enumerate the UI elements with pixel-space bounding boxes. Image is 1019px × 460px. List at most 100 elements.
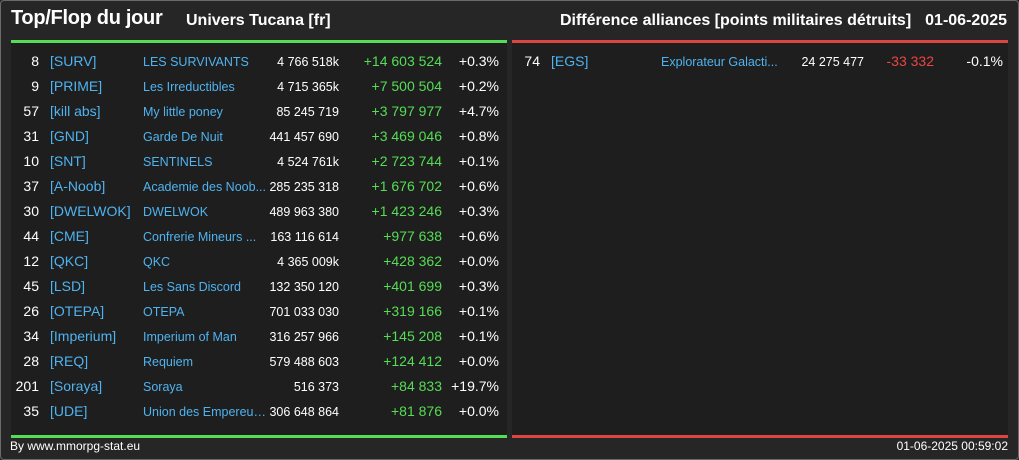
- rank-cell: 45: [23, 278, 39, 294]
- alliance-tag-link[interactable]: [SNT]: [50, 153, 86, 169]
- rank-cell: 28: [23, 353, 39, 369]
- points-cell: 441 457 690: [269, 130, 339, 144]
- table-row: 8 [SURV] LES SURVIVANTS 4 766 518k +14 6…: [11, 49, 507, 74]
- points-cell: 4 365 009k: [277, 255, 339, 269]
- alliance-name-link[interactable]: SENTINELS: [143, 155, 213, 169]
- alliance-tag-link[interactable]: [GND]: [50, 128, 89, 144]
- alliance-name-link[interactable]: Confrerie Mineurs ...: [143, 230, 257, 244]
- rank-cell: 74: [524, 53, 540, 69]
- alliance-tag-link[interactable]: [kill abs]: [50, 103, 101, 119]
- table-row: 31 [GND] Garde De Nuit 441 457 690 +3 46…: [11, 124, 507, 149]
- pct-cell: +0.6%: [458, 228, 499, 244]
- alliance-name-link[interactable]: QKC: [143, 255, 171, 269]
- rank-cell: 37: [23, 178, 39, 194]
- rank-cell: 44: [23, 228, 39, 244]
- points-cell: 132 350 120: [269, 280, 339, 294]
- alliance-name-link[interactable]: DWELWOK: [143, 205, 209, 219]
- rank-cell: 31: [23, 128, 39, 144]
- points-cell: 24 275 477: [801, 55, 864, 69]
- table-row: 30 [DWELWOK] DWELWOK 489 963 380 +1 423 …: [11, 199, 507, 224]
- alliance-tag-link[interactable]: [LSD]: [50, 278, 86, 294]
- alliance-tag-link[interactable]: [CME]: [50, 228, 89, 244]
- alliance-tag-link[interactable]: [REQ]: [50, 353, 89, 369]
- rank-cell: 10: [23, 153, 39, 169]
- alliance-tag-link[interactable]: [QKC]: [50, 253, 89, 269]
- points-cell: 306 648 864: [269, 405, 339, 419]
- header-date: 01-06-2025: [925, 12, 1007, 29]
- diff-cell: +145 208: [383, 328, 442, 344]
- pct-cell: +0.1%: [458, 328, 499, 344]
- pct-cell: +0.1%: [458, 153, 499, 169]
- alliance-name-link[interactable]: LES SURVIVANTS: [143, 55, 249, 69]
- diff-cell: +1 676 702: [371, 178, 442, 194]
- rank-cell: 30: [23, 203, 39, 219]
- pct-cell: +4.7%: [458, 103, 499, 119]
- points-cell: 516 373: [293, 380, 339, 394]
- flop-panel: 74 [EGS] Explorateur Galacti... 24 275 4…: [512, 40, 1008, 438]
- alliance-name-link[interactable]: My little poney: [143, 105, 223, 119]
- diff-cell: +428 362: [383, 253, 442, 269]
- footer-timestamp: 01-06-2025 00:59:02: [896, 439, 1008, 453]
- pct-cell: +0.0%: [458, 353, 499, 369]
- rank-cell: 35: [23, 403, 39, 419]
- rank-cell: 57: [23, 103, 39, 119]
- pct-cell: +0.3%: [458, 278, 499, 294]
- table-row: 28 [REQ] Requiem 579 488 603 +124 412 +0…: [11, 349, 507, 374]
- diff-cell: +14 603 524: [363, 53, 442, 69]
- alliance-tag-link[interactable]: [PRIME]: [50, 78, 103, 94]
- alliance-name-link[interactable]: Les Irreductibles: [143, 80, 235, 94]
- alliance-tag-link[interactable]: [UDE]: [50, 403, 88, 419]
- subtitle: Différence alliances [points militaires …: [559, 12, 912, 29]
- alliance-name-link[interactable]: Explorateur Galacti...: [661, 55, 778, 69]
- alliance-tag-link[interactable]: [OTEPA]: [50, 303, 105, 319]
- points-cell: 4 524 761k: [277, 155, 339, 169]
- alliance-name-link[interactable]: Les Sans Discord: [143, 280, 241, 294]
- diff-cell: +401 699: [383, 278, 442, 294]
- alliance-name-link[interactable]: Soraya: [143, 380, 183, 394]
- alliance-name-link[interactable]: Union des Empereur...: [143, 405, 267, 419]
- diff-cell: -33 332: [886, 53, 934, 69]
- alliance-name-link[interactable]: OTEPA: [143, 305, 185, 319]
- pct-cell: +0.3%: [458, 203, 499, 219]
- alliance-tag-link[interactable]: [A-Noob]: [50, 178, 106, 194]
- diff-cell: +81 876: [391, 403, 442, 419]
- table-row: 45 [LSD] Les Sans Discord 132 350 120 +4…: [11, 274, 507, 299]
- alliance-tag-link[interactable]: [Soraya]: [50, 378, 103, 394]
- points-cell: 316 257 966: [269, 330, 339, 344]
- alliance-name-link[interactable]: Academie des Noob...: [143, 180, 266, 194]
- pct-cell: +0.0%: [458, 403, 499, 419]
- table-row: 34 [Imperium] Imperium of Man 316 257 96…: [11, 324, 507, 349]
- alliance-name-link[interactable]: Requiem: [143, 355, 194, 369]
- table-row: 26 [OTEPA] OTEPA 701 033 030 +319 166 +0…: [11, 299, 507, 324]
- diff-cell: +84 833: [391, 378, 442, 394]
- pct-cell: +0.1%: [458, 303, 499, 319]
- page-title: Top/Flop du jour: [11, 7, 163, 29]
- table-row: 201 [Soraya] Soraya 516 373 +84 833 +19.…: [11, 374, 507, 399]
- source-credit: By www.mmorpg-stat.eu: [10, 439, 141, 453]
- alliance-name-link[interactable]: Garde De Nuit: [143, 130, 223, 144]
- diff-cell: +977 638: [383, 228, 442, 244]
- table-row: 35 [UDE] Union des Empereur... 306 648 8…: [11, 399, 507, 424]
- rank-cell: 9: [31, 78, 39, 94]
- pct-cell: +0.3%: [458, 53, 499, 69]
- alliance-tag-link[interactable]: [EGS]: [551, 53, 589, 69]
- diff-cell: +1 423 246: [371, 203, 442, 219]
- points-cell: 163 116 614: [270, 230, 339, 244]
- rank-cell: 8: [31, 53, 39, 69]
- alliance-tag-link[interactable]: [SURV]: [50, 53, 97, 69]
- alliance-tag-link[interactable]: [Imperium]: [50, 328, 117, 344]
- points-cell: 285 235 318: [269, 180, 339, 194]
- table-row: 9 [PRIME] Les Irreductibles 4 715 365k +…: [11, 74, 507, 99]
- table-row: 57 [kill abs] My little poney 85 245 719…: [11, 99, 507, 124]
- pct-cell: +0.6%: [458, 178, 499, 194]
- alliance-tag-link[interactable]: [DWELWOK]: [50, 203, 131, 219]
- diff-cell: +124 412: [383, 353, 442, 369]
- pct-cell: +0.8%: [458, 128, 499, 144]
- points-cell: 4 715 365k: [277, 80, 339, 94]
- rank-cell: 34: [23, 328, 39, 344]
- alliance-name-link[interactable]: Imperium of Man: [143, 330, 237, 344]
- rank-cell: 201: [15, 378, 39, 394]
- rank-cell: 12: [23, 253, 39, 269]
- points-cell: 85 245 719: [276, 105, 339, 119]
- pct-cell: +0.2%: [458, 78, 499, 94]
